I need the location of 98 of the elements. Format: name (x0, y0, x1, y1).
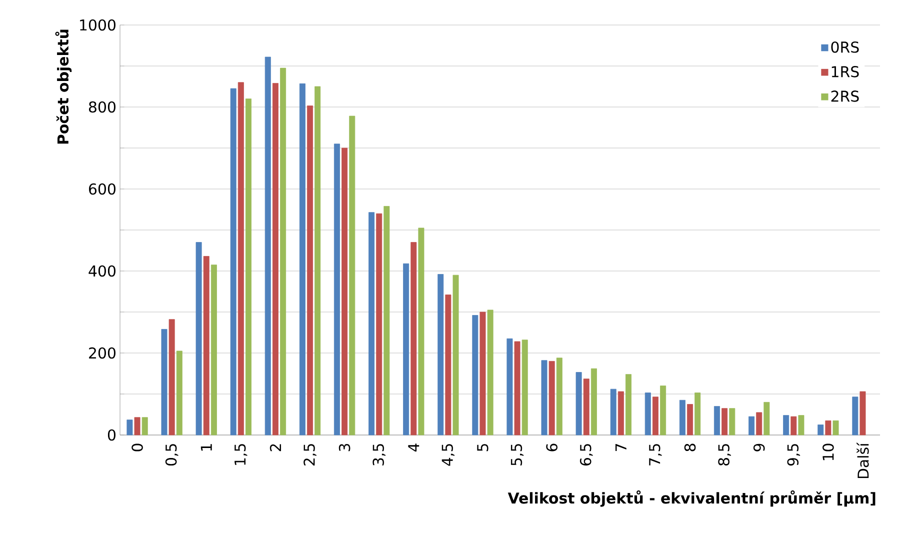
bar (660, 386, 666, 436)
bar (230, 88, 236, 436)
x-tick-label: 9 (753, 444, 765, 452)
bar (210, 264, 217, 436)
bar (245, 98, 252, 436)
bar (783, 415, 790, 436)
x-tick-label: 7 (615, 444, 626, 452)
x-tick-label: 9,5 (787, 444, 800, 466)
bar (264, 56, 271, 436)
bar (576, 372, 582, 436)
legend-label: 0RS (831, 41, 859, 53)
bar (472, 315, 478, 436)
bar (694, 392, 701, 436)
bar (480, 312, 486, 436)
bar (825, 420, 832, 436)
x-tick-label: 5 (477, 444, 488, 452)
x-tick-label: 3,5 (372, 444, 386, 466)
bar (238, 82, 244, 436)
legend-label: 1RS (832, 66, 859, 78)
bar (852, 396, 858, 436)
bar (176, 350, 182, 436)
bar (376, 213, 382, 436)
bar (196, 242, 202, 436)
bar (679, 400, 686, 436)
bar (714, 406, 720, 436)
y-tick-label: 1000 (80, 19, 116, 31)
bar (764, 402, 770, 436)
bar (583, 378, 590, 436)
bar (818, 424, 824, 436)
bar (860, 391, 866, 436)
y-tick-label: 0 (108, 429, 116, 441)
x-tick-label: 5,5 (510, 444, 524, 466)
bar (506, 338, 513, 436)
x-tick-label: 8,5 (718, 444, 731, 466)
bar (618, 391, 624, 436)
x-tick-label: Další (856, 442, 869, 478)
bar (445, 294, 452, 436)
bar (514, 341, 520, 436)
x-tick-label: 2,5 (304, 444, 316, 466)
bar (452, 274, 459, 436)
bar (625, 374, 632, 436)
bar (349, 116, 356, 436)
x-tick-label: 8 (684, 444, 696, 452)
y-axis-title: Počet objektů (55, 30, 72, 144)
bar (644, 392, 651, 436)
bar (756, 412, 762, 436)
bar (652, 396, 658, 436)
bar (142, 417, 148, 436)
bar (548, 361, 555, 436)
bar (161, 329, 168, 436)
bar (687, 404, 693, 436)
y-tick-label: 600 (89, 183, 116, 195)
bar (410, 242, 417, 436)
x-tick-label: 2 (270, 444, 281, 452)
bar (729, 408, 736, 436)
bar (280, 68, 286, 436)
y-tick-label: 400 (88, 265, 116, 277)
bar (307, 106, 313, 436)
x-tick-label: 1,5 (234, 444, 248, 465)
bar (314, 86, 321, 436)
bar (134, 417, 140, 436)
bar (272, 83, 278, 436)
bar (522, 340, 528, 436)
bar (334, 144, 340, 436)
bar (368, 212, 375, 436)
bar (556, 358, 562, 436)
bar (610, 388, 616, 436)
x-tick-label: 0,5 (165, 444, 178, 466)
bar (487, 310, 494, 436)
bar (299, 83, 306, 436)
bar (403, 263, 410, 436)
bar (438, 274, 444, 436)
x-tick-label: 6,5 (580, 444, 593, 466)
bar (722, 408, 728, 436)
bar (798, 415, 804, 436)
x-tick-label: 4,5 (442, 444, 454, 466)
bar (748, 416, 755, 436)
bar (541, 360, 548, 436)
x-tick-label: 1 (200, 444, 212, 451)
x-tick-label: 7,5 (649, 444, 662, 466)
bar (168, 319, 175, 436)
bar (418, 228, 424, 436)
bar (590, 368, 597, 436)
x-tick-label: 3 (338, 444, 350, 452)
x-tick-label: 10 (822, 444, 834, 460)
bar (342, 148, 348, 436)
x-axis-title: Velikost objektů - ekvivalentní průměr [µm] (508, 490, 876, 507)
x-tick-label: 4 (408, 444, 420, 452)
bar (384, 206, 390, 436)
y-tick-label: 200 (89, 347, 116, 359)
x-tick-label: 0 (132, 444, 143, 452)
bar (832, 420, 839, 436)
legend-label: 2RS (831, 90, 859, 102)
bar (790, 416, 797, 436)
x-tick-label: 6 (546, 444, 558, 452)
bar (126, 420, 133, 436)
y-tick-label: 800 (88, 101, 116, 113)
bar (203, 256, 210, 436)
